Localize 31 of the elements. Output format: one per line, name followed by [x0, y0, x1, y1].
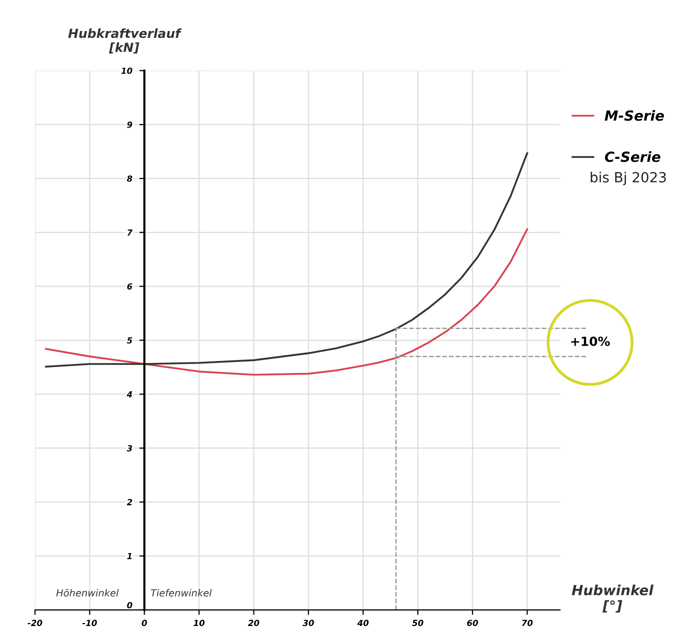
y-tick-label: 6 — [127, 283, 132, 290]
y-tick-label: 7 — [127, 229, 133, 236]
x-tick-label: 50 — [412, 620, 424, 626]
x-tick-label: 0 — [142, 620, 147, 626]
annotation: Höhenwinkel — [56, 589, 119, 597]
y-axis-title: Hubkraftverlauf [kN] — [68, 28, 182, 54]
y-tick-label: 5 — [126, 337, 132, 344]
y-tick-label: 3 — [126, 445, 132, 452]
y-tick-label: 2 — [126, 499, 132, 506]
line-series — [45, 152, 528, 368]
annotation: Tiefenwinkel — [150, 589, 212, 597]
x-tick-label: 20 — [248, 620, 260, 626]
text: +10% — [571, 336, 610, 346]
legend-label: M-Serie — [604, 110, 664, 121]
x-tick-label: 70 — [522, 620, 533, 626]
x-tick-label: -10 — [82, 620, 97, 626]
x-axis-title: Hubwinkel [°] — [572, 584, 654, 613]
y-tick-label: 4 — [126, 391, 132, 398]
x-tick-label: 40 — [357, 620, 369, 626]
y-tick-label: 9 — [127, 122, 132, 128]
y-tick-label: 10 — [121, 68, 132, 74]
x-tick-label: -20 — [28, 620, 42, 626]
x-tick-label: 60 — [467, 620, 478, 626]
y-tick-label: 8 — [126, 175, 132, 182]
x-tick-label: 30 — [302, 620, 314, 626]
y-tick-label: 1 — [127, 553, 132, 560]
y-tick-label: 0 — [127, 602, 132, 608]
text: bis Bj 2023 — [590, 172, 666, 186]
x-tick-label: 10 — [194, 620, 205, 626]
line-series — [45, 228, 528, 376]
legend-label: C-Serie — [604, 151, 660, 162]
